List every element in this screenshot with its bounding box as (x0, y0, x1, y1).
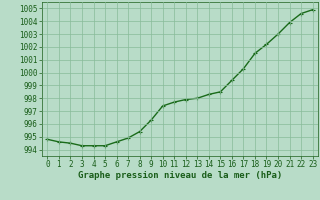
X-axis label: Graphe pression niveau de la mer (hPa): Graphe pression niveau de la mer (hPa) (78, 171, 282, 180)
